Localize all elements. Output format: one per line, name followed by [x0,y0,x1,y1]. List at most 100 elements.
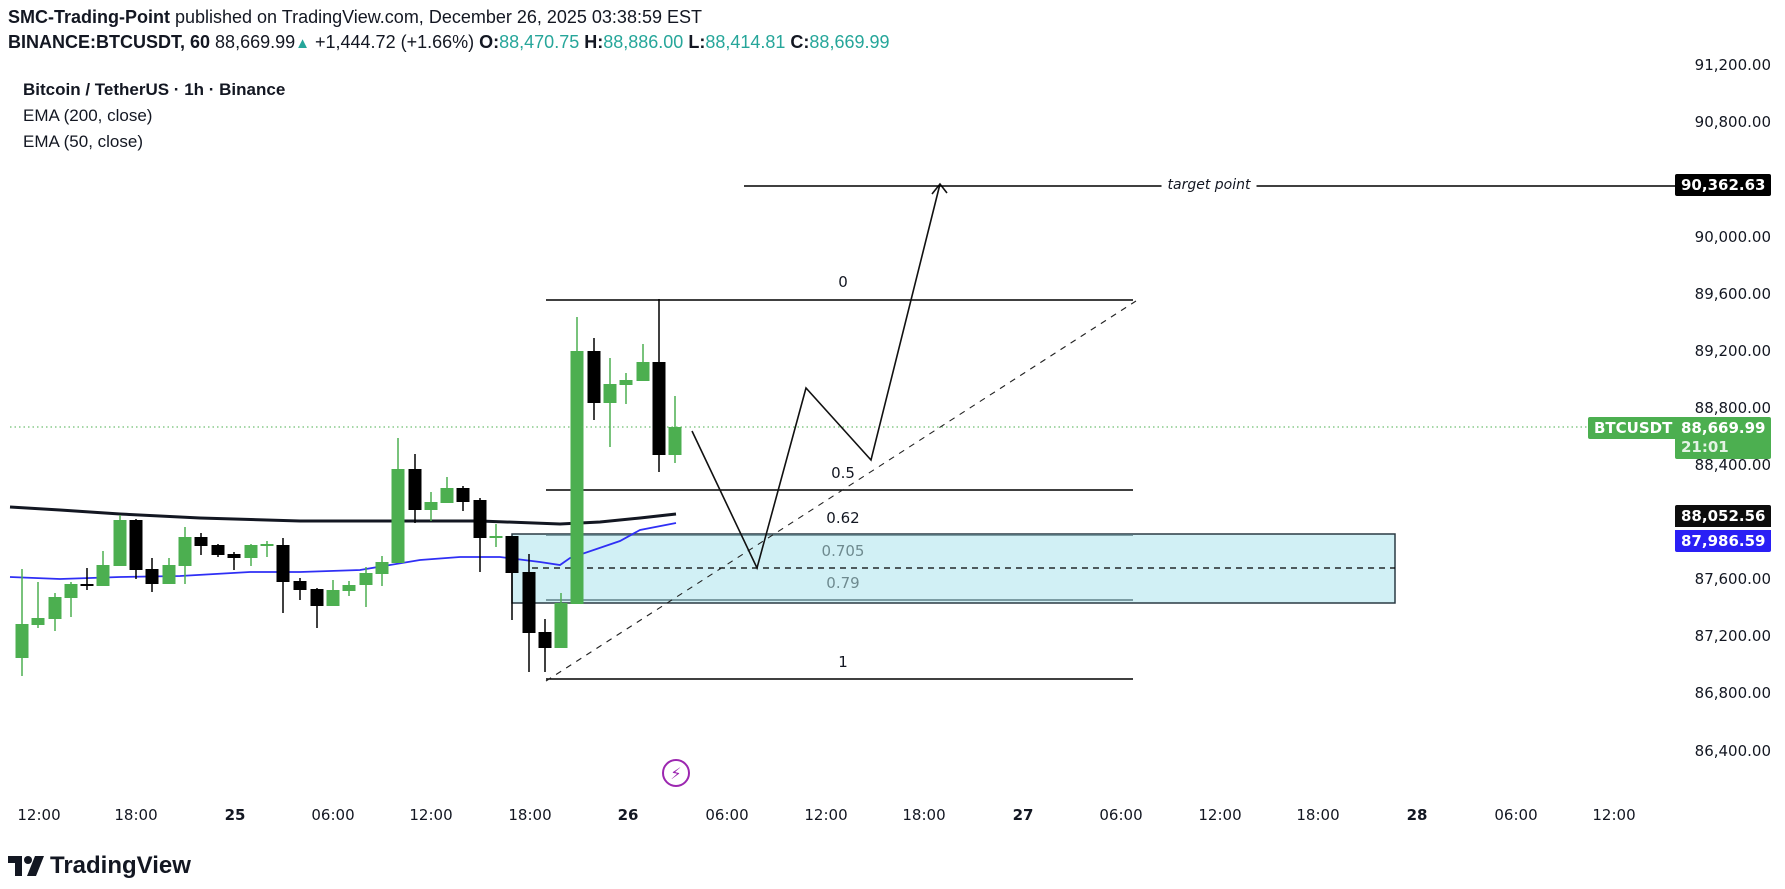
price-axis-label: 88,400.00 [1694,455,1771,474]
candle [211,544,225,557]
candle [31,582,45,628]
candle [194,533,208,555]
candle [554,593,568,648]
tradingview-logo-icon [8,856,44,876]
bar-countdown: 21:01 [1681,438,1729,456]
candle [391,438,405,563]
time-axis-label: 06:00 [311,806,355,824]
open-value: 88,470.75 [499,32,580,52]
candle [227,552,241,570]
published-text: published on TradingView.com, December 2… [169,7,702,27]
fib-label-0-5: 0.5 [831,464,855,482]
ema50-price-tag: 87,986.59 [1675,530,1772,552]
time-axis-label: 06:00 [1494,806,1538,824]
candle [260,541,274,557]
ema200-price-tag: 88,052.56 [1675,505,1772,527]
candle [489,524,503,547]
candle [522,554,536,672]
candle [96,551,110,586]
candle [619,373,633,404]
time-axis-label: 06:00 [1099,806,1143,824]
price-axis-label: 88,800.00 [1694,398,1771,417]
time-axis-label: 25 [224,806,246,824]
candle [603,358,617,447]
last-price-tag: 88,669.99 21:01 [1675,417,1772,459]
price-axis-label: 90,000.00 [1694,227,1771,246]
candle [48,593,62,631]
ema200-legend[interactable]: EMA (200, close) [23,106,153,125]
candle [538,619,552,672]
projection-path[interactable] [691,182,948,571]
candle [178,527,192,584]
low-value: 88,414.81 [705,32,786,52]
time-axis-label: 18:00 [508,806,552,824]
candle [129,519,143,579]
candle [293,578,307,600]
candle [359,567,373,607]
candle [587,338,601,420]
price-axis-label: 87,200.00 [1694,627,1771,646]
candle [80,568,94,590]
price-axis-label: 89,200.00 [1694,341,1771,360]
chart-title[interactable]: Bitcoin / TetherUS · 1h · Binance [23,80,286,99]
candle [162,558,176,584]
price-axis-label: 87,600.00 [1694,570,1771,589]
time-axis-label: 27 [1012,806,1034,824]
time-axis-label: 12:00 [409,806,453,824]
fib-label-0-62: 0.62 [826,509,860,527]
price-axis-label: 90,800.00 [1694,113,1771,132]
symbol-tag: BTCUSDT [1588,417,1679,439]
target-point-label: target point [1161,177,1257,193]
fib-label-1: 1 [838,653,848,671]
time-axis-label: 18:00 [902,806,946,824]
candle [652,299,666,472]
target-price-tag: 90,362.63 [1675,174,1772,196]
author-name[interactable]: SMC-Trading-Point [8,7,170,27]
fib-trend-line [545,300,1137,682]
time-axis-label: 06:00 [705,806,749,824]
time-axis-label: 12:00 [1592,806,1636,824]
candles [15,299,682,676]
time-axis-label: 12:00 [17,806,61,824]
fib-retracement[interactable] [545,299,1137,682]
time-axis-label: 18:00 [114,806,158,824]
candle [375,556,389,586]
candle [64,582,78,617]
price-change: +1,444.72 (+1.66%) [315,32,475,52]
arrowhead-icon [931,182,948,195]
open-label: O: [479,32,500,52]
time-axis-label: 12:00 [1198,806,1242,824]
candle [440,477,454,503]
last-price: 88,669.99 [215,32,296,52]
price-axis-label: 86,800.00 [1694,684,1771,703]
price-axis-label: 89,600.00 [1694,284,1771,303]
close-label: C: [790,32,810,52]
last-price-value: 88,669.99 [1681,419,1766,437]
candle [310,588,324,628]
close-value: 88,669.99 [809,32,890,52]
candle [456,486,470,511]
candle [244,544,258,566]
price-axis-label: 91,200.00 [1694,56,1771,75]
fib-label-0: 0 [838,273,848,291]
symbol-interval: BINANCE:BTCUSDT, 60 [8,32,211,52]
low-label: L: [688,32,706,52]
candle [342,581,356,596]
fib-label-0-705: 0.705 [821,542,865,560]
tradingview-logo[interactable]: TradingView [8,852,191,880]
fvg-zone-box[interactable] [511,533,1396,604]
ema50-legend[interactable]: EMA (50, close) [23,132,143,151]
time-axis-label: 28 [1406,806,1428,824]
candle [15,569,29,676]
candle [570,317,584,604]
logo-text: TradingView [50,852,191,879]
price-axis-label: 86,400.00 [1694,741,1771,760]
fib-label-0-79: 0.79 [826,574,860,592]
candle [408,454,422,523]
candle [326,580,340,606]
lightning-event-icon[interactable]: ⚡︎ [662,759,690,787]
candle [505,536,519,620]
candle [668,396,682,463]
publish-info: SMC-Trading-Point published on TradingVi… [8,7,702,28]
